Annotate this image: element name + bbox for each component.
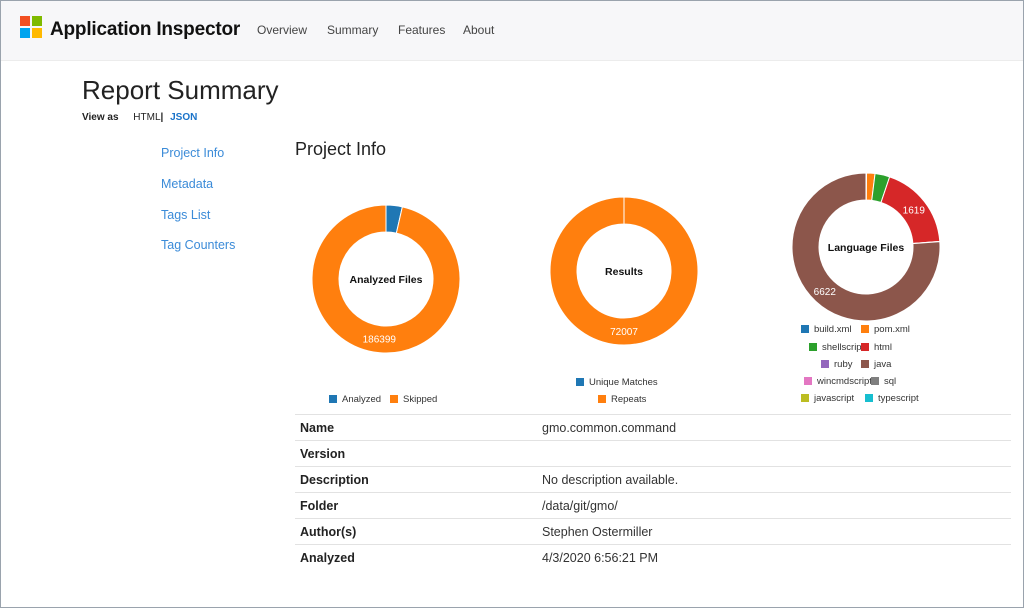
legend-swatch-icon — [861, 343, 869, 351]
sidebar-item-project-info[interactable]: Project Info — [161, 146, 225, 160]
table-row: Description No description available. — [295, 466, 1011, 493]
legend-swatch-icon — [804, 377, 812, 385]
legend-swatch-icon — [861, 325, 869, 333]
legend-label: pom.xml — [874, 324, 910, 335]
table-row: Folder/data/git/gmo/ — [295, 492, 1011, 519]
legend-item[interactable]: Repeats — [598, 394, 646, 405]
chart-title: Language Files — [828, 242, 905, 254]
legend-swatch-icon — [801, 325, 809, 333]
legend-item[interactable]: java — [861, 359, 891, 370]
sidebar-item-metadata[interactable]: Metadata — [161, 177, 214, 191]
info-key: Analyzed — [300, 550, 355, 565]
nav-overview[interactable]: Overview — [257, 23, 308, 37]
info-key: Author(s) — [300, 524, 357, 539]
legend-item[interactable]: shellscript — [809, 342, 864, 353]
legend-label: wincmdscript — [817, 376, 872, 387]
chart-title: Results — [605, 266, 643, 278]
legend-swatch-icon — [390, 395, 398, 403]
nav-about[interactable]: About — [463, 23, 495, 37]
info-value: 4/3/2020 6:56:21 PM — [542, 550, 659, 565]
table-row: Author(s) Stephen Ostermiller — [295, 518, 1011, 545]
info-value: Stephen Ostermiller — [542, 524, 653, 539]
legend-swatch-icon — [329, 395, 337, 403]
info-value — [537, 441, 1011, 467]
legend-label: html — [874, 342, 892, 353]
legend-item[interactable]: sql — [871, 376, 896, 387]
legend-label: typescript — [878, 393, 919, 404]
legend-label: Unique Matches — [589, 377, 658, 388]
info-key: Description — [300, 472, 369, 487]
legend-label: java — [874, 359, 892, 370]
legend-label: sql — [884, 376, 897, 387]
legend-label: javascript — [814, 393, 855, 404]
legend-item[interactable]: ruby — [821, 359, 852, 370]
sidebar-item-tag-counters[interactable]: Tag Counters — [161, 238, 236, 252]
table-row: Analyzed 4/3/2020 6:56:21 PM — [295, 544, 1011, 571]
data-label: 186399 — [363, 335, 397, 346]
table-row: Version — [295, 440, 1011, 467]
info-key: Version — [300, 446, 346, 461]
info-key: Folder — [300, 498, 339, 513]
legend-item[interactable]: html — [861, 342, 892, 353]
legend-label: Analyzed — [342, 394, 382, 405]
legend-swatch-icon — [865, 394, 873, 402]
legend-swatch-icon — [871, 377, 879, 385]
legend-label: shellscript — [822, 342, 865, 353]
results-donut-chart: 72007 Results — [549, 196, 699, 346]
data-label: 1619 — [903, 205, 926, 216]
legend-item[interactable]: Unique Matches — [576, 377, 658, 388]
view-as-json-link[interactable]: JSON — [170, 112, 198, 123]
legend-swatch-icon — [598, 395, 606, 403]
chart-title: Analyzed Files — [350, 274, 423, 286]
legend-item[interactable]: Analyzed — [329, 394, 381, 405]
donut-slice[interactable] — [549, 196, 699, 346]
legend-swatch-icon — [821, 360, 829, 368]
info-value: No description available. — [542, 472, 679, 487]
legend-swatch-icon — [801, 394, 809, 402]
legend-label: build.xml — [814, 324, 852, 335]
legend-swatch-icon — [861, 360, 869, 368]
analyzed-files-donut-chart: 186399 Analyzed Files — [311, 204, 461, 354]
nav-features[interactable]: Features — [398, 23, 446, 37]
legend-item[interactable]: pom.xml — [861, 324, 910, 335]
nav-summary[interactable]: Summary — [327, 23, 379, 37]
legend-item[interactable]: Skipped — [390, 394, 437, 405]
data-label: 6622 — [814, 287, 837, 298]
page-title: Report Summary — [82, 75, 279, 105]
view-as-separator: | — [160, 112, 164, 123]
brand-title[interactable]: Application Inspector — [50, 19, 241, 40]
legend-item[interactable]: build.xml — [801, 324, 852, 335]
info-value: /data/git/gmo/ — [542, 498, 618, 513]
table-row: Name gmo.common.command — [295, 414, 1011, 441]
language-files-donut-chart: 1619 6622 Language Files — [791, 172, 941, 322]
legend-item[interactable]: typescript — [865, 393, 919, 404]
microsoft-logo-icon — [20, 16, 42, 38]
project-info-table: Name gmo.common.command Version Description… — [295, 414, 1011, 571]
donut-slice[interactable] — [311, 204, 461, 354]
legend-label: Skipped — [403, 394, 438, 405]
legend-label: Repeats — [611, 394, 647, 405]
sidebar-item-tags-list[interactable]: Tags List — [161, 208, 211, 222]
data-label: 72007 — [610, 327, 638, 338]
legend-swatch-icon — [809, 343, 817, 351]
legend-item[interactable]: wincmdscript — [804, 376, 872, 387]
legend-label: ruby — [834, 359, 853, 370]
info-value: gmo.common.command — [542, 420, 677, 435]
view-as-label: View as — [82, 112, 119, 123]
view-as-html: HTML — [133, 112, 161, 123]
section-title: Project Info — [295, 139, 387, 159]
view-as-bar: View as HTML| JSON — [82, 112, 197, 123]
info-key: Name — [300, 420, 335, 435]
donut-slice[interactable] — [791, 172, 941, 322]
legend-item[interactable]: javascript — [801, 393, 854, 404]
legend-swatch-icon — [576, 378, 584, 386]
navbar: Application Inspector Overview Summary F… — [1, 1, 1023, 61]
